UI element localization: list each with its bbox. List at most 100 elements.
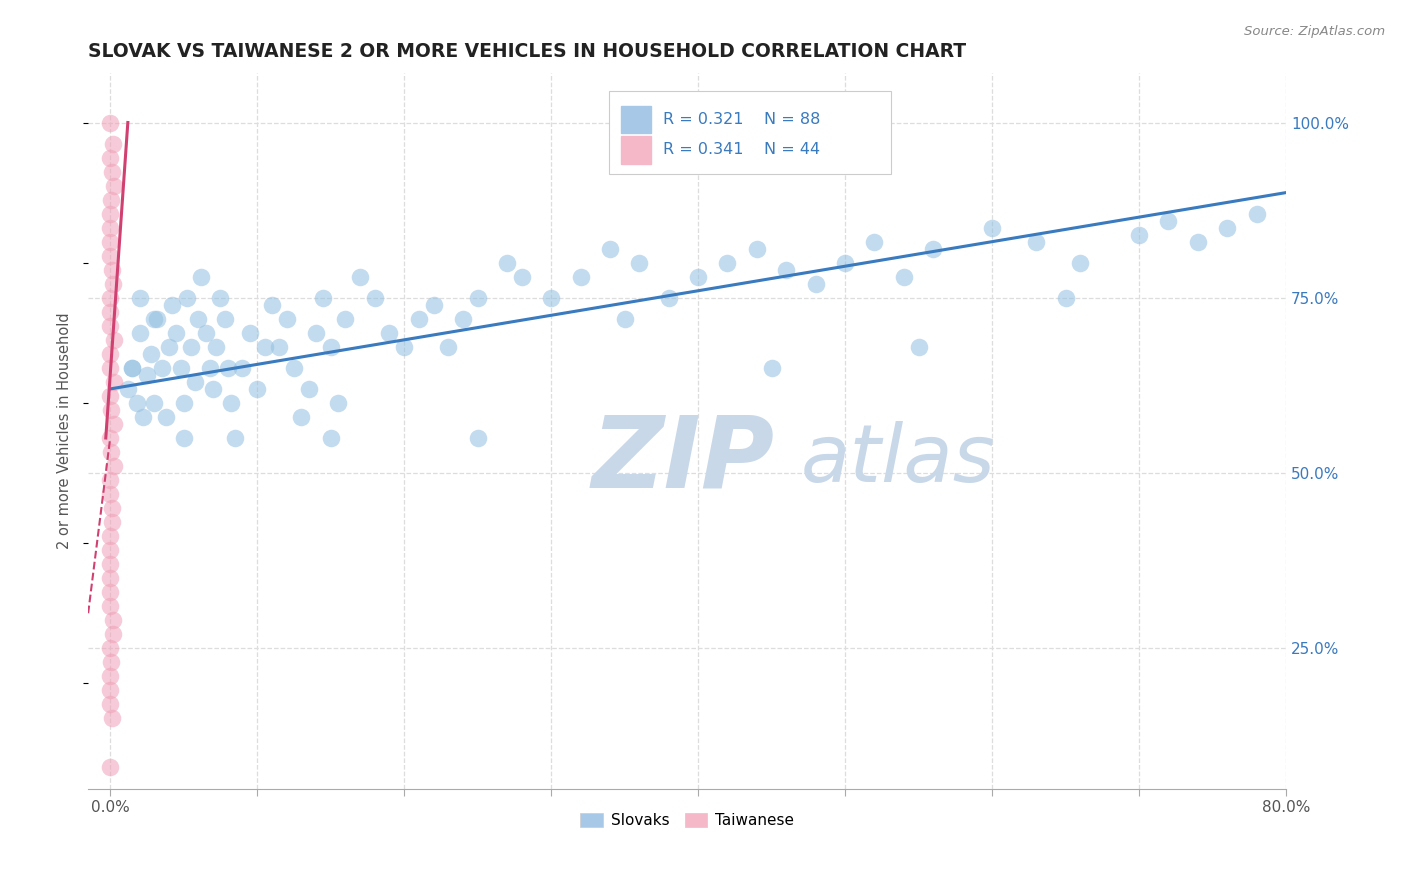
Point xyxy=(1054,291,1077,305)
Point xyxy=(1246,207,1268,221)
Point xyxy=(136,368,159,382)
Point xyxy=(100,403,122,417)
Point xyxy=(1157,213,1180,227)
Point xyxy=(209,291,232,305)
Point xyxy=(98,557,121,571)
Point xyxy=(98,220,121,235)
Point xyxy=(190,269,212,284)
Point xyxy=(98,431,121,445)
Point xyxy=(141,347,163,361)
Point xyxy=(613,311,636,326)
Point xyxy=(98,249,121,263)
Point xyxy=(180,340,202,354)
Point xyxy=(103,375,125,389)
Text: R = 0.321    N = 88: R = 0.321 N = 88 xyxy=(664,112,821,128)
Point xyxy=(101,613,124,627)
FancyBboxPatch shape xyxy=(621,136,651,163)
Point xyxy=(276,311,298,326)
Point xyxy=(224,431,246,445)
Point xyxy=(121,360,143,375)
Point xyxy=(143,311,166,326)
Point xyxy=(128,326,150,340)
Point xyxy=(100,487,122,501)
Point xyxy=(98,543,121,558)
Point xyxy=(335,311,357,326)
Point xyxy=(98,760,121,774)
Point xyxy=(907,340,929,354)
Point xyxy=(467,291,489,305)
Point xyxy=(121,360,143,375)
Point xyxy=(745,242,768,256)
Point xyxy=(98,599,121,614)
Point xyxy=(103,458,125,473)
FancyBboxPatch shape xyxy=(621,106,651,134)
Point xyxy=(437,340,460,354)
Point xyxy=(98,115,121,129)
Point xyxy=(290,409,312,424)
Point xyxy=(378,326,401,340)
Point xyxy=(98,529,121,543)
Point xyxy=(1187,235,1209,249)
Point xyxy=(219,396,242,410)
Point xyxy=(128,291,150,305)
Text: R = 0.341    N = 44: R = 0.341 N = 44 xyxy=(664,143,820,158)
Point xyxy=(834,256,856,270)
Point xyxy=(117,382,139,396)
Point xyxy=(496,256,519,270)
Point xyxy=(1216,220,1239,235)
Point xyxy=(569,269,592,284)
Point xyxy=(101,164,124,178)
Text: SLOVAK VS TAIWANESE 2 OR MORE VEHICLES IN HOUSEHOLD CORRELATION CHART: SLOVAK VS TAIWANESE 2 OR MORE VEHICLES I… xyxy=(89,42,966,61)
Point xyxy=(686,269,709,284)
Point xyxy=(101,501,124,516)
Text: Source: ZipAtlas.com: Source: ZipAtlas.com xyxy=(1244,25,1385,38)
Point xyxy=(922,242,945,256)
Point xyxy=(98,473,121,487)
Point xyxy=(198,360,221,375)
Point xyxy=(131,409,153,424)
Point xyxy=(146,311,169,326)
Point xyxy=(1069,256,1091,270)
Point xyxy=(217,360,239,375)
Point xyxy=(98,347,121,361)
Point xyxy=(253,340,276,354)
Point xyxy=(775,262,797,277)
Point xyxy=(98,318,121,333)
Point xyxy=(165,326,187,340)
Point xyxy=(716,256,738,270)
Point xyxy=(231,360,253,375)
Point xyxy=(194,326,217,340)
Point xyxy=(98,641,121,656)
Point xyxy=(160,298,183,312)
Point xyxy=(246,382,269,396)
Point xyxy=(98,235,121,249)
Point xyxy=(125,396,148,410)
Point xyxy=(214,311,236,326)
Point xyxy=(364,291,387,305)
Point xyxy=(101,277,124,291)
Point xyxy=(100,193,122,207)
Point xyxy=(422,298,444,312)
Point xyxy=(269,340,291,354)
Point xyxy=(863,235,886,249)
Text: atlas: atlas xyxy=(801,421,995,499)
Point xyxy=(98,360,121,375)
Point xyxy=(202,382,225,396)
Point xyxy=(101,136,124,151)
Point xyxy=(173,431,195,445)
Point xyxy=(101,627,124,641)
Point xyxy=(98,389,121,403)
Point xyxy=(349,269,371,284)
Point xyxy=(100,656,122,670)
Point xyxy=(101,262,124,277)
Point xyxy=(804,277,827,291)
Point xyxy=(761,360,783,375)
Point xyxy=(100,515,122,529)
Point xyxy=(103,417,125,431)
Point xyxy=(628,256,651,270)
Point xyxy=(1128,227,1150,242)
Point xyxy=(98,151,121,165)
Point xyxy=(143,396,166,410)
Point xyxy=(540,291,562,305)
Point xyxy=(283,360,305,375)
